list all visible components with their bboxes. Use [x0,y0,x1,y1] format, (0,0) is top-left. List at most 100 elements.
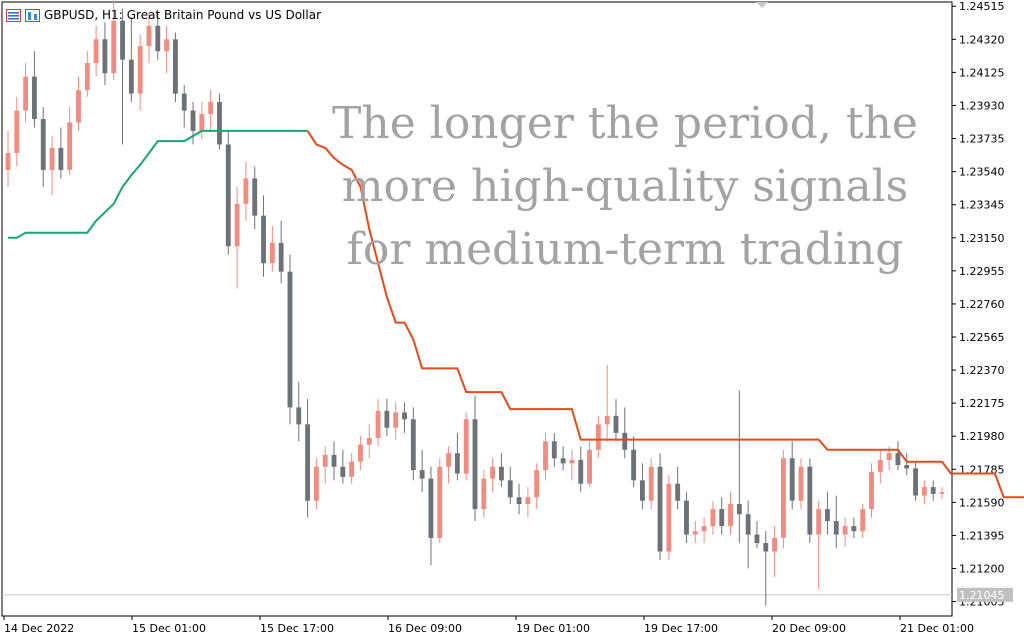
candle-body [146,25,152,47]
chart-window-icon[interactable] [6,8,21,22]
bar-chart-icon[interactable] [25,8,40,22]
candle-body [111,20,117,74]
y-tick-label: 1.23345 [959,199,1005,212]
current-price-label: 1.21045 [959,589,1005,602]
scroll-marker[interactable] [756,2,768,8]
candle-body [648,466,654,501]
candle-body [172,39,178,94]
candle-body [225,144,231,247]
y-tick-label: 1.22175 [959,397,1005,410]
candle-body [358,444,363,462]
candle-body [340,466,346,477]
candle-body [701,526,707,532]
candle-body [543,441,548,471]
candle-body [269,242,275,264]
candle-body [833,521,839,535]
candle-body [754,534,760,544]
candle-body [525,497,531,505]
candle-body [613,415,619,433]
candle-body [331,454,337,467]
x-tick-label: 20 Dec 09:00 [772,622,846,635]
candle-body [410,419,416,471]
candle-body [534,470,540,498]
y-tick-label: 1.21395 [959,529,1005,542]
y-tick-label: 1.22955 [959,265,1005,278]
candle-body [578,459,584,484]
candle-body [278,242,284,272]
candle-body [234,203,240,247]
candle-body [102,39,108,74]
candle-body [939,492,945,494]
candle-body [877,459,883,472]
candle-body [490,466,496,479]
x-tick-label: 16 Dec 09:00 [388,622,462,635]
candle-body [217,102,222,145]
candle-body [860,509,866,532]
indicator-line-orange [306,130,1024,499]
candle-body [463,419,469,474]
candle-body [639,480,645,501]
candle-body [904,465,910,469]
candle-body [622,432,628,450]
candle-body [402,412,407,420]
x-tick-label: 14 Dec 2022 [4,622,74,635]
candle-body [921,487,927,496]
candle-body [930,487,936,494]
candle-body [428,478,434,538]
candle-body [551,441,557,459]
candle-body [349,461,355,477]
candle-body [128,59,134,94]
y-tick-label: 1.22370 [959,364,1005,377]
candle-body [446,453,451,467]
candle-body [366,437,372,445]
candle-body [155,25,161,52]
candle-body [181,93,187,111]
candle-body [507,480,513,498]
candle-body [454,453,460,474]
candle-body [745,514,751,535]
candle-body [322,454,328,467]
candle-body [208,102,214,114]
candle-body [120,20,125,60]
y-tick-label: 1.24125 [959,66,1005,79]
symbol-description: Great Britain Pound vs US Dollar [126,8,321,22]
candle-body [895,453,901,466]
candle-body [32,76,37,120]
candle-body [419,470,425,479]
candle-body [375,410,381,438]
candle-body [58,147,64,170]
candle-body [243,178,249,204]
candle-body [261,215,266,264]
candle-body [49,147,55,170]
candle-body [14,110,20,153]
candle-body [886,453,892,460]
chart-header: GBPUSD, H1: Great Britain Pound vs US Do… [6,6,321,24]
y-tick-label: 1.22565 [959,331,1005,344]
y-tick-label: 1.22760 [959,298,1005,311]
y-tick-label: 1.23150 [959,232,1005,245]
candle-body [305,424,311,501]
candle-body [913,468,918,496]
candle-body [164,39,170,52]
candle-body [569,459,575,464]
current-price-label-box [957,587,1013,602]
candle-body [684,500,689,535]
candle-body [93,39,99,64]
candle-body [472,419,478,510]
candle-body [84,63,90,91]
candle-body [789,458,795,501]
y-tick-label: 1.23930 [959,99,1005,112]
candle-body [499,466,504,481]
candle-body [23,76,29,111]
candle-body [252,178,258,216]
indicator-line-green [8,129,308,239]
candle-body [481,478,487,510]
x-tick-label: 21 Dec 01:00 [900,622,974,635]
y-tick-label: 1.23540 [959,166,1005,179]
candle-body [587,449,592,484]
y-tick-label: 1.21590 [959,496,1005,509]
candle-body [710,509,716,527]
candle-body [763,543,769,552]
candle-body [842,526,848,535]
